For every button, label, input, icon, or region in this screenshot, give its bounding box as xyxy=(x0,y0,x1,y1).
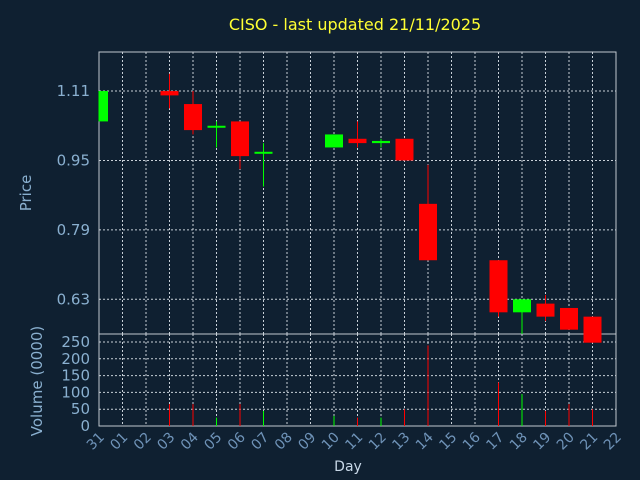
candle-body xyxy=(419,203,437,261)
x-tick-label: 02 xyxy=(131,430,155,454)
x-axis-label: Day xyxy=(334,459,362,475)
x-tick-label: 10 xyxy=(319,430,343,454)
price-candles xyxy=(98,73,602,343)
price-axis-label: Price xyxy=(17,175,35,212)
candle-body xyxy=(395,138,414,161)
x-tick-label: 09 xyxy=(295,430,319,454)
volume-bars xyxy=(169,345,593,426)
x-tick-label: 07 xyxy=(248,430,272,454)
x-tick-labels: 31 01 02 03 04 05 06 07 08 09 10 11 12 13 14 15 16 17 18 19… xyxy=(84,429,625,453)
candle-body xyxy=(372,140,390,144)
candle-body xyxy=(348,138,367,144)
volume-tick-label: 50 xyxy=(71,400,90,418)
volume-tick-label: 0 xyxy=(80,417,90,435)
price-tick-label: 0.63 xyxy=(57,290,90,308)
x-tick-label: 16 xyxy=(460,429,484,453)
candle-body xyxy=(583,316,602,343)
x-tick-label: 17 xyxy=(483,430,507,454)
candle-body xyxy=(560,307,578,330)
x-tick-label: 13 xyxy=(389,430,413,454)
x-tick-label: 18 xyxy=(507,430,531,454)
candle-body xyxy=(207,125,226,128)
candle-body xyxy=(231,121,249,157)
candle-body xyxy=(160,91,179,96)
price-tick-label: 0.79 xyxy=(57,221,90,239)
x-tick-label: 22 xyxy=(601,430,625,454)
x-tick-label: 14 xyxy=(413,429,437,453)
volume-axis-label: Volume (0000) xyxy=(28,326,46,436)
candle-body xyxy=(184,104,202,131)
candle-body xyxy=(513,299,531,313)
candle-body xyxy=(536,303,555,317)
x-tick-label: 21 xyxy=(577,430,601,454)
candle-body xyxy=(99,91,108,122)
chart-title: CISO - last updated 21/11/2025 xyxy=(229,15,481,34)
candle-body xyxy=(325,134,343,148)
price-tick-label: 1.11 xyxy=(57,82,90,100)
candle-body xyxy=(489,260,508,313)
volume-tick-label: 100 xyxy=(61,383,90,401)
x-tick-label: 06 xyxy=(225,429,249,453)
volume-tick-label: 250 xyxy=(61,333,90,351)
x-tick-label: 20 xyxy=(554,430,578,454)
x-tick-label: 05 xyxy=(201,430,225,454)
x-tick-label: 03 xyxy=(154,430,178,454)
grid-lines xyxy=(99,52,616,426)
price-tick-label: 0.95 xyxy=(57,151,90,169)
x-tick-label: 01 xyxy=(107,430,131,454)
x-tick-label: 15 xyxy=(436,430,460,454)
volume-tick-label: 150 xyxy=(61,367,90,385)
x-tick-label: 08 xyxy=(272,430,296,454)
x-tick-label: 12 xyxy=(366,430,390,454)
candle-body xyxy=(254,151,273,154)
volume-tick-label: 200 xyxy=(61,350,90,368)
x-tick-label: 04 xyxy=(178,429,202,453)
x-tick-label: 11 xyxy=(342,430,366,454)
x-tick-label: 19 xyxy=(530,430,554,454)
